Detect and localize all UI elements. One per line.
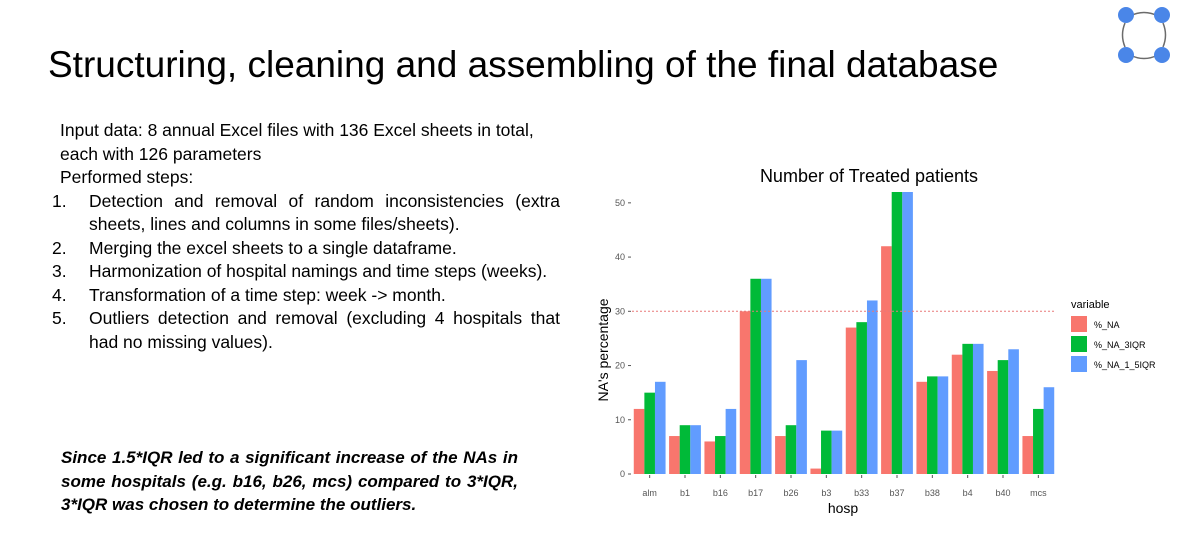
bar	[987, 370, 998, 474]
step-item: 1. Detection and removal of random incons…	[52, 190, 560, 235]
y-tick-label: 20	[615, 361, 625, 371]
bar	[916, 381, 928, 474]
bar	[690, 425, 701, 474]
bar-chart: Number of Treated patients NA's percenta…	[595, 166, 1156, 516]
x-tick-label: b33	[854, 488, 869, 498]
bar	[760, 278, 772, 474]
x-tick-label: b40	[995, 488, 1010, 498]
bar	[679, 425, 691, 474]
y-tick-label: 10	[615, 415, 625, 425]
bar	[775, 436, 786, 474]
bar	[669, 436, 680, 474]
bar	[902, 192, 913, 474]
bar	[831, 430, 843, 474]
x-tick-label: b17	[748, 488, 763, 498]
x-tick-label: b38	[925, 488, 940, 498]
bar	[739, 311, 751, 474]
legend-label: %_NA_1_5IQR	[1094, 360, 1156, 370]
bar	[845, 327, 857, 474]
bar	[704, 441, 716, 474]
y-tick-label: 30	[615, 306, 625, 316]
x-tick-label: b37	[889, 488, 904, 498]
iqr-note: Since 1.5*IQR led to a significant incre…	[61, 448, 518, 514]
y-tick-label: 40	[615, 252, 625, 262]
legend-swatch	[1071, 356, 1087, 372]
legend-label: %_NA	[1094, 320, 1120, 330]
bar	[951, 354, 963, 474]
y-tick-label: 0	[620, 469, 625, 479]
bar	[715, 436, 726, 474]
steps-heading: Performed steps:	[60, 167, 194, 187]
x-tick-label: b26	[783, 488, 798, 498]
bar	[1008, 349, 1019, 474]
bar	[644, 392, 655, 474]
bar	[866, 300, 878, 474]
step-item: 4. Transformation of a time step: week ->…	[52, 284, 446, 305]
bar	[725, 408, 737, 474]
bar	[972, 343, 984, 474]
bar	[654, 381, 666, 474]
circle-nodes-logo-icon	[1118, 7, 1170, 63]
bar	[633, 408, 645, 474]
bar	[1033, 408, 1044, 474]
x-tick-label: b4	[963, 488, 973, 498]
bar	[750, 278, 761, 474]
step-item: 3. Harmonization of hospital namings and …	[52, 261, 548, 281]
step-item: 5. Outliers detection and removal (exclud…	[52, 308, 560, 352]
steps-list: 1. Detection and removal of random incons…	[52, 190, 560, 355]
legend-label: %_NA_3IQR	[1094, 340, 1146, 350]
bar	[1022, 436, 1034, 474]
legend-swatch	[1071, 336, 1087, 352]
bar	[962, 343, 973, 474]
bar	[810, 468, 822, 474]
bar	[785, 425, 797, 474]
x-tick-label: b16	[713, 488, 728, 498]
y-axis-label: NA's percentage	[595, 298, 611, 401]
bar	[821, 430, 832, 474]
x-tick-label: b3	[821, 488, 831, 498]
legend-swatch	[1071, 316, 1087, 332]
x-tick-label: alm	[642, 488, 657, 498]
bar	[1043, 387, 1055, 474]
x-axis-label: hosp	[828, 500, 859, 516]
page-title: Structuring, cleaning and assembling of …	[48, 44, 999, 85]
x-tick-label: b1	[680, 488, 690, 498]
input-data-text: Input data: 8 annual Excel files with 13…	[60, 120, 534, 164]
x-tick-label: mcs	[1030, 488, 1047, 498]
bar	[997, 360, 1009, 474]
y-tick-label: 50	[615, 198, 625, 208]
bar	[927, 376, 938, 474]
slide-body: Input data: 8 annual Excel files with 13…	[52, 119, 560, 355]
bar	[937, 376, 949, 474]
bar	[891, 192, 903, 474]
bar	[796, 360, 807, 474]
legend-title: variable	[1071, 299, 1110, 311]
bar	[881, 246, 892, 474]
chart-title: Number of Treated patients	[760, 166, 978, 186]
step-item: 2. Merging the excel sheets to a single d…	[52, 237, 457, 258]
bar	[856, 322, 867, 474]
